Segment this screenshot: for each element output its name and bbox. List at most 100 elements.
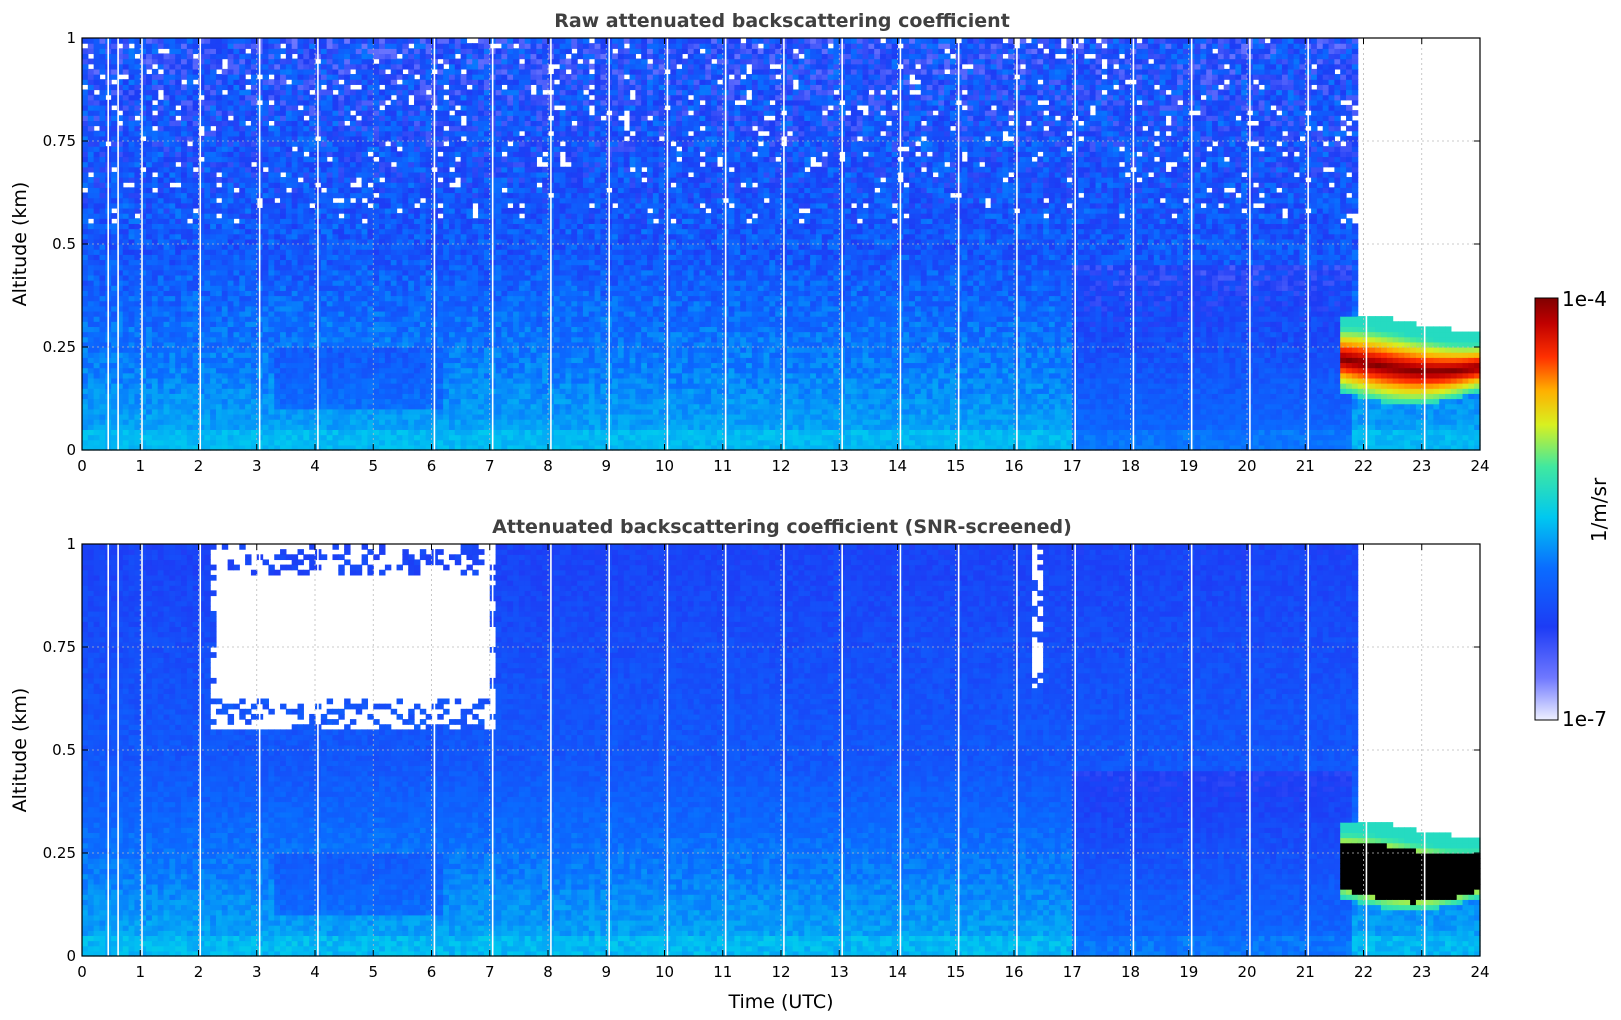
heatmap-cell	[402, 377, 409, 384]
heatmap-cell	[303, 326, 310, 333]
heatmap-cell	[215, 249, 223, 255]
heatmap-cell	[338, 110, 345, 116]
heatmap-cell	[384, 192, 392, 199]
heatmap-cell	[437, 413, 444, 420]
heatmap-cell	[210, 187, 217, 194]
heatmap-cell	[151, 336, 159, 343]
heatmap-cell	[373, 182, 380, 188]
heatmap-cell	[338, 115, 345, 121]
heatmap-cell	[192, 182, 200, 188]
heatmap-cell	[169, 38, 176, 44]
heatmap-cell	[285, 393, 293, 400]
heatmap-cell	[274, 388, 281, 394]
heatmap-cell	[390, 74, 398, 80]
heatmap-cell	[291, 244, 299, 250]
heatmap-cell	[82, 110, 89, 116]
heatmap-cell	[227, 197, 235, 204]
heatmap-cell	[379, 393, 386, 400]
heatmap-cell	[140, 43, 147, 49]
heatmap-cell	[262, 347, 269, 353]
heatmap-cell	[338, 295, 345, 302]
heatmap-cell	[262, 125, 269, 132]
heatmap-cell	[384, 295, 392, 302]
heatmap-cell	[198, 393, 205, 400]
heatmap-cell	[379, 362, 386, 369]
heatmap-cell	[140, 89, 147, 96]
heatmap-cell	[268, 295, 275, 302]
heatmap-cell	[163, 79, 170, 85]
heatmap-cell	[122, 125, 130, 132]
heatmap-cell	[454, 280, 462, 286]
heatmap-cell	[93, 120, 101, 127]
heatmap-cell	[239, 254, 246, 261]
heatmap-cell	[181, 110, 188, 116]
heatmap-cell	[280, 285, 287, 291]
heatmap-cell	[303, 285, 310, 291]
heatmap-cell	[408, 177, 415, 183]
heatmap-cell	[443, 280, 450, 286]
heatmap-cell	[210, 58, 217, 65]
heatmap-cell	[291, 161, 299, 168]
heatmap-cell	[87, 68, 95, 75]
heatmap-cell	[210, 259, 217, 266]
heatmap-cell	[414, 58, 421, 65]
heatmap-cell	[344, 79, 351, 85]
heatmap-cell	[326, 244, 334, 250]
heatmap-cell	[373, 120, 380, 127]
heatmap-cell	[443, 274, 450, 281]
heatmap-cell	[268, 151, 275, 158]
heatmap-cell	[419, 259, 427, 266]
heatmap-cell	[87, 347, 95, 353]
heatmap-cell	[408, 233, 415, 240]
heatmap-cell	[355, 244, 363, 250]
heatmap-cell	[349, 362, 357, 369]
heatmap-cell	[134, 377, 141, 384]
heatmap-cell	[425, 202, 433, 209]
heatmap-cell	[215, 316, 223, 322]
heatmap-cell	[151, 48, 159, 55]
heatmap-cell	[227, 408, 235, 415]
heatmap-cell	[448, 99, 456, 106]
heatmap-cell	[274, 48, 281, 55]
heatmap-cell	[192, 326, 200, 333]
heatmap-cell	[250, 357, 258, 364]
heatmap-cell	[134, 146, 141, 152]
heatmap-cell	[396, 218, 403, 224]
heatmap-cell	[320, 367, 328, 374]
heatmap-cell	[326, 146, 334, 152]
heatmap-cell	[268, 79, 275, 85]
heatmap-cell	[215, 439, 223, 446]
heatmap-cell	[320, 115, 328, 121]
heatmap-cell	[227, 362, 235, 369]
heatmap-cell	[186, 48, 194, 55]
heatmap-cell	[175, 259, 182, 266]
heatmap-cell	[215, 79, 223, 85]
heatmap-cell	[122, 238, 130, 245]
heatmap-cell	[414, 38, 421, 44]
heatmap-cell	[128, 341, 136, 348]
heatmap-cell	[163, 38, 170, 44]
heatmap-cell	[379, 383, 386, 389]
heatmap-cell	[198, 352, 205, 358]
heatmap-cell	[361, 403, 369, 410]
heatmap-cell	[175, 177, 182, 183]
heatmap-cell	[414, 182, 421, 188]
heatmap-cell	[198, 202, 205, 209]
heatmap-cell	[414, 383, 421, 389]
heatmap-cell	[280, 202, 287, 209]
heatmap-cell	[280, 207, 287, 214]
heatmap-cell	[285, 316, 293, 322]
heatmap-cell	[320, 223, 328, 230]
heatmap-cell	[326, 177, 334, 183]
heatmap-cell	[186, 341, 194, 348]
heatmap-cell	[454, 347, 462, 353]
heatmap-cell	[82, 192, 89, 199]
heatmap-cell	[390, 120, 398, 127]
heatmap-cell	[390, 393, 398, 400]
heatmap-cell	[116, 207, 124, 214]
heatmap-cell	[93, 58, 101, 65]
heatmap-cell	[268, 192, 275, 199]
heatmap-cell	[408, 53, 415, 60]
heatmap-cell	[297, 254, 304, 261]
heatmap-cell	[274, 110, 281, 116]
